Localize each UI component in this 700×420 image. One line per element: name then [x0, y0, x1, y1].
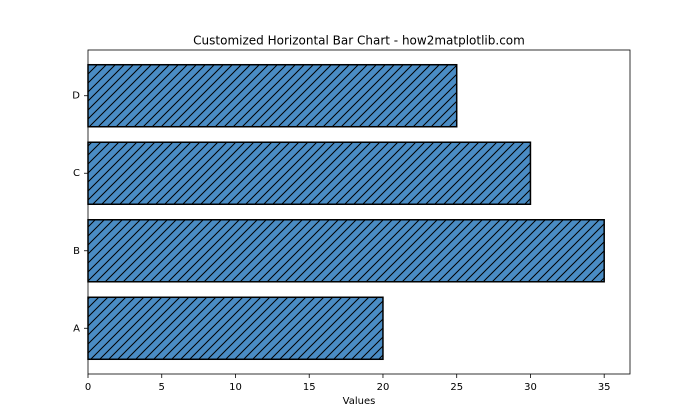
bar — [87, 296, 384, 361]
x-tick-label: 25 — [450, 382, 463, 393]
chart-title: Customized Horizontal Bar Chart - how2ma… — [193, 34, 525, 48]
bar — [87, 141, 532, 205]
y-tick-label: C — [73, 168, 80, 179]
x-tick-label: 15 — [303, 382, 316, 393]
x-tick-label: 35 — [598, 382, 611, 393]
y-tick-label: D — [72, 91, 80, 102]
y-tick-label: A — [73, 323, 80, 334]
x-axis-label: Values — [343, 396, 376, 407]
x-tick-label: 10 — [229, 382, 242, 393]
x-tick-label: 20 — [377, 382, 390, 393]
bar — [87, 219, 605, 283]
y-tick-label: B — [73, 246, 80, 257]
x-tick-label: 5 — [159, 382, 165, 393]
x-tick-label: 0 — [85, 382, 91, 393]
bar — [87, 63, 458, 128]
x-tick-label: 30 — [524, 382, 537, 393]
